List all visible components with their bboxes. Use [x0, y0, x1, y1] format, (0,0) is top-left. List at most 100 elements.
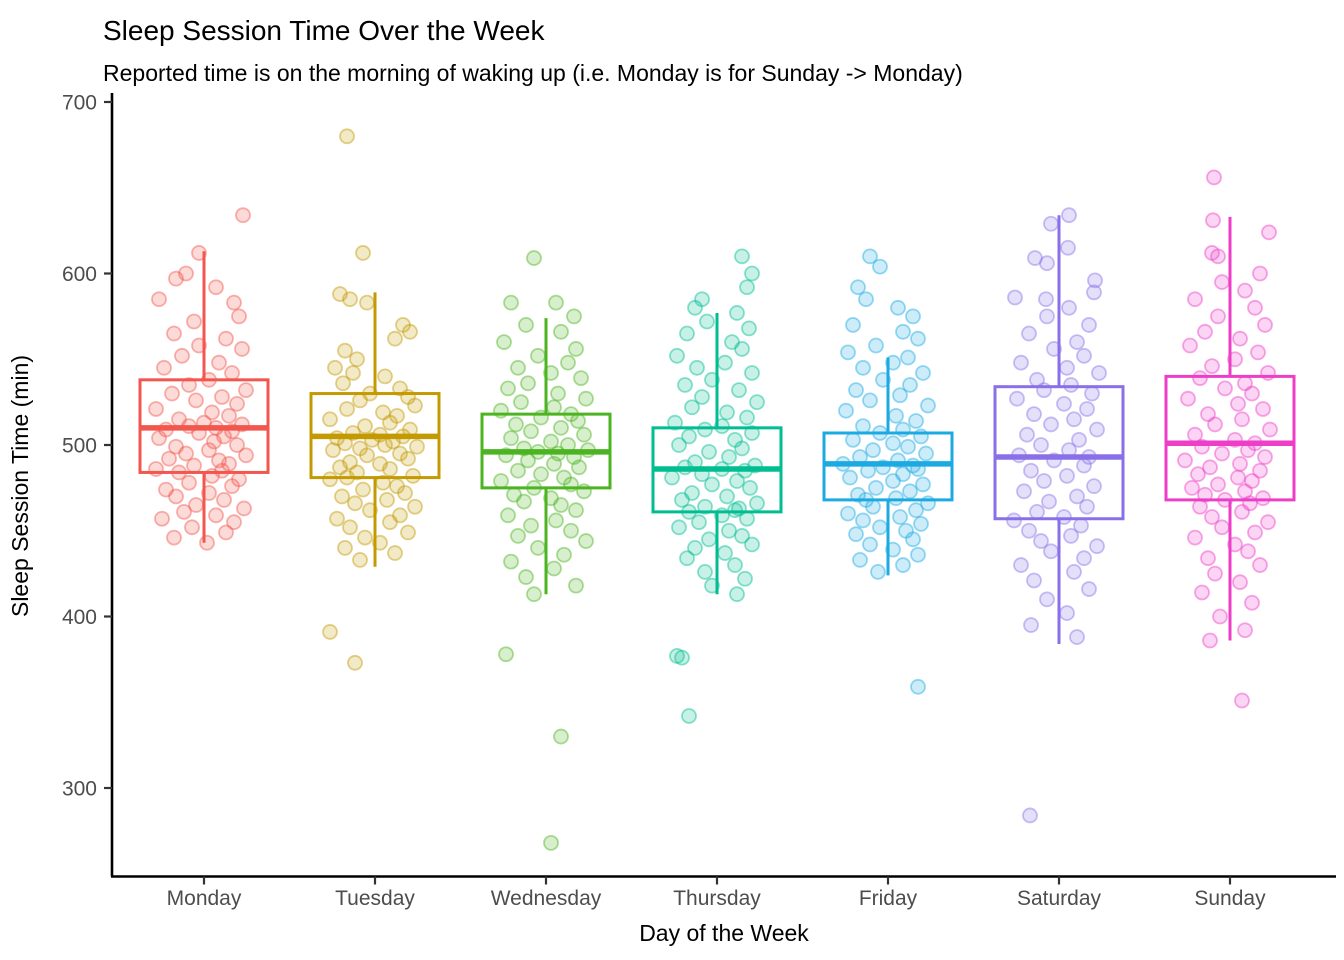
- jitter-point: [496, 334, 512, 351]
- jitter-point: [191, 425, 207, 441]
- jitter-point: [342, 291, 358, 308]
- jitter-point: [168, 270, 184, 287]
- jitter-point: [1091, 365, 1107, 381]
- jitter-point: [681, 428, 697, 445]
- y-tick-label: 300: [62, 777, 97, 800]
- jitter-point: [543, 433, 559, 450]
- jitter-point: [669, 347, 685, 364]
- jitter-point: [1066, 564, 1082, 580]
- jitter-point: [400, 524, 416, 541]
- jitter-point: [898, 522, 914, 539]
- jitter-point: [570, 413, 586, 429]
- jitter-point: [858, 291, 874, 308]
- jitter-point: [168, 488, 184, 505]
- chart-subtitle: Reported time is on the morning of wakin…: [103, 60, 963, 86]
- jitter-point: [201, 442, 217, 459]
- jitter-point: [1207, 416, 1223, 433]
- jitter-point: [900, 349, 916, 366]
- y-tick-label: 600: [62, 263, 97, 286]
- jitter-point: [1244, 473, 1260, 489]
- jitter-point: [1214, 519, 1230, 536]
- jitter-point: [855, 359, 871, 376]
- jitter-point: [523, 423, 539, 440]
- jitter-point: [1046, 341, 1062, 357]
- x-tick-label: Thursday: [673, 887, 761, 910]
- jitter-point: [334, 488, 350, 505]
- jitter-point: [1066, 411, 1082, 428]
- jitter-point: [510, 462, 526, 479]
- jitter-point: [362, 385, 378, 402]
- jitter-point: [221, 407, 237, 424]
- jitter-point: [1207, 565, 1223, 582]
- jitter-point: [234, 416, 250, 433]
- jitter-point: [885, 354, 901, 371]
- jitter-point: [322, 624, 338, 640]
- jitter-point: [1041, 493, 1057, 510]
- jitter-point: [852, 449, 868, 465]
- jitter-point: [684, 399, 700, 416]
- jitter-point: [395, 428, 411, 445]
- jitter-point: [1194, 584, 1210, 601]
- jitter-point: [691, 514, 707, 531]
- jitter-point: [895, 323, 911, 340]
- jitter-point: [178, 265, 194, 282]
- jitter-point: [530, 540, 546, 556]
- jitter-point: [850, 486, 866, 503]
- jitter-point: [188, 392, 204, 409]
- jitter-point: [546, 455, 562, 472]
- jitter-point: [1089, 421, 1105, 438]
- jitter-point: [166, 529, 182, 546]
- jitter-point: [349, 464, 365, 481]
- jitter-point: [714, 507, 730, 524]
- jitter-point: [744, 536, 760, 553]
- jitter-point: [1023, 462, 1039, 479]
- jitter-point: [342, 454, 358, 471]
- jitter-point: [154, 510, 170, 527]
- jitter-point: [332, 459, 348, 476]
- jitter-point: [580, 442, 596, 459]
- jitter-point: [327, 359, 343, 376]
- jitter-point: [208, 507, 224, 524]
- jitter-point: [717, 545, 733, 561]
- jitter-point: [339, 469, 355, 486]
- jitter-point: [498, 646, 514, 663]
- jitter-point: [737, 570, 753, 587]
- jitter-point: [578, 533, 594, 549]
- jitter-point: [402, 323, 418, 340]
- jitter-point: [739, 279, 755, 296]
- jitter-point: [566, 449, 582, 465]
- jitter-point: [1210, 476, 1226, 493]
- jitter-point: [1013, 557, 1029, 573]
- jitter-point: [721, 522, 737, 539]
- jitter-point: [206, 433, 222, 450]
- jitter-point: [1023, 617, 1039, 633]
- jitter-point: [352, 552, 368, 568]
- jitter-point: [677, 377, 693, 393]
- jitter-point: [375, 474, 391, 491]
- jitter-point: [347, 654, 363, 671]
- jitter-point: [526, 586, 542, 603]
- jitter-point: [1076, 550, 1092, 567]
- jitter-point: [724, 334, 740, 351]
- jitter-points-friday: [835, 248, 936, 695]
- jitter-point: [533, 409, 549, 426]
- jitter-point: [379, 491, 395, 508]
- jitter-point: [1071, 431, 1087, 448]
- jitter-point: [1202, 459, 1218, 476]
- jitter-point: [395, 317, 411, 333]
- jitter-point: [910, 461, 926, 477]
- jitter-point: [719, 488, 735, 505]
- jitter-point: [1217, 380, 1233, 397]
- jitter-point: [214, 389, 230, 405]
- y-axis-title: Sleep Session Time (min): [7, 355, 33, 617]
- jitter-point: [1180, 390, 1196, 407]
- jitter-point: [687, 454, 703, 471]
- jitter-point: [1190, 466, 1206, 483]
- jitter-point: [908, 502, 924, 519]
- jitter-point: [325, 442, 341, 459]
- jitter-point: [1240, 543, 1256, 560]
- jitter-point: [342, 519, 358, 536]
- jitter-point: [339, 401, 355, 417]
- jitter-point: [372, 534, 388, 551]
- jitter-point: [892, 509, 908, 525]
